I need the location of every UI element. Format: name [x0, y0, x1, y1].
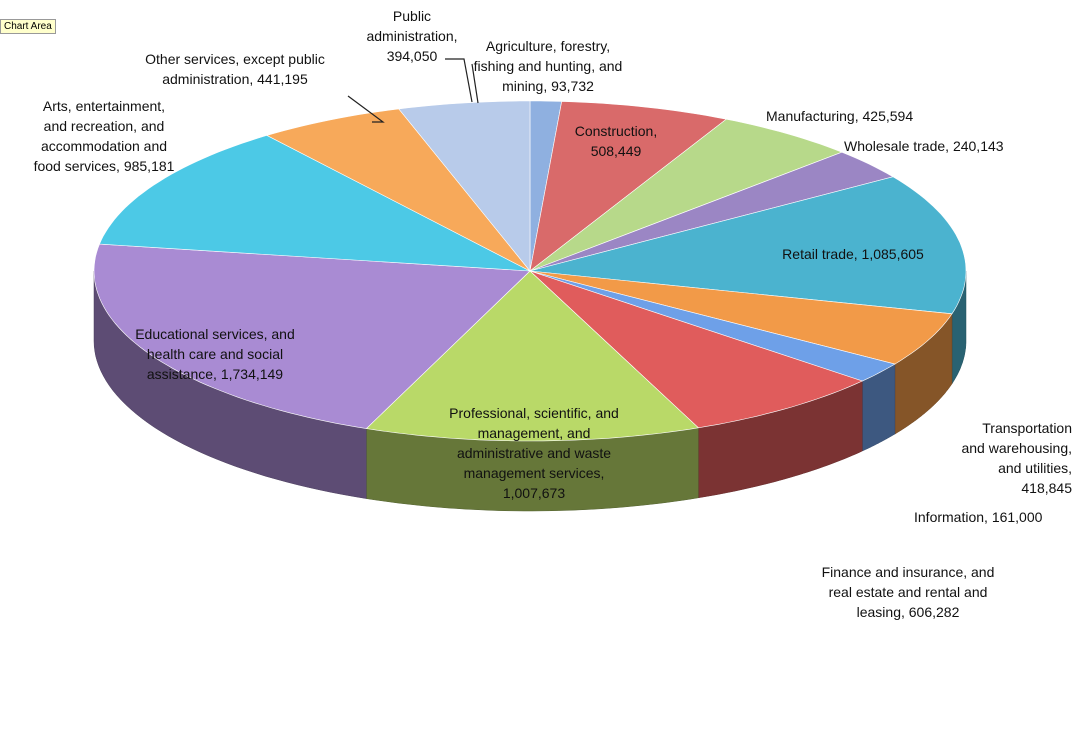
slice-label-11: Other services, except public administrat… — [145, 51, 325, 87]
pie-slice-2[interactable] — [529, 118, 843, 272]
pie-slice-3[interactable] — [529, 151, 894, 272]
pie-slice-10[interactable] — [99, 135, 531, 272]
slice-label-8: Professional, scientific, and management,… — [449, 405, 619, 501]
slice-label-2: Manufacturing, 425,594 — [766, 108, 913, 124]
slice-label-4: Retail trade, 1,085,605 — [782, 246, 924, 262]
slice-label-6: Information, 161,000 — [914, 509, 1043, 525]
slice-labels: Agriculture, forestry, fishing and huntin… — [34, 8, 1073, 620]
pie-slices — [93, 100, 967, 442]
pie-slice-1[interactable] — [529, 101, 728, 272]
slice-label-3: Wholesale trade, 240,143 — [844, 138, 1004, 154]
pie-slice-5[interactable] — [529, 270, 953, 365]
leader-agriculture — [471, 63, 479, 104]
pie-side-walls — [93, 270, 967, 512]
leader-public-admin — [445, 58, 473, 103]
slice-label-0: Agriculture, forestry, fishing and huntin… — [474, 38, 623, 94]
pie-slice-9[interactable] — [93, 243, 531, 429]
slice-label-12: Public administration, 394,050 — [366, 8, 457, 64]
slice-label-7: Finance and insurance, and real estate an… — [822, 564, 995, 620]
slice-label-9: Educational services, and health care and… — [135, 326, 295, 382]
slice-label-10: Arts, entertainment, and recreation, and a… — [34, 98, 175, 174]
chart-area-tooltip: Chart Area — [0, 19, 56, 34]
slice-label-1: Construction, 508,449 — [575, 123, 657, 159]
leader-other-services — [347, 95, 385, 123]
pie-slice-6[interactable] — [529, 270, 896, 382]
pie-slice-7[interactable] — [529, 270, 864, 429]
slice-label-5: Transportation and warehousing, and utilit… — [961, 420, 1072, 496]
pie-slice-11[interactable] — [266, 108, 531, 272]
pie-slice-4[interactable] — [529, 176, 967, 315]
pie-slice-8[interactable] — [365, 270, 700, 442]
pie-slice-12[interactable] — [398, 100, 531, 272]
